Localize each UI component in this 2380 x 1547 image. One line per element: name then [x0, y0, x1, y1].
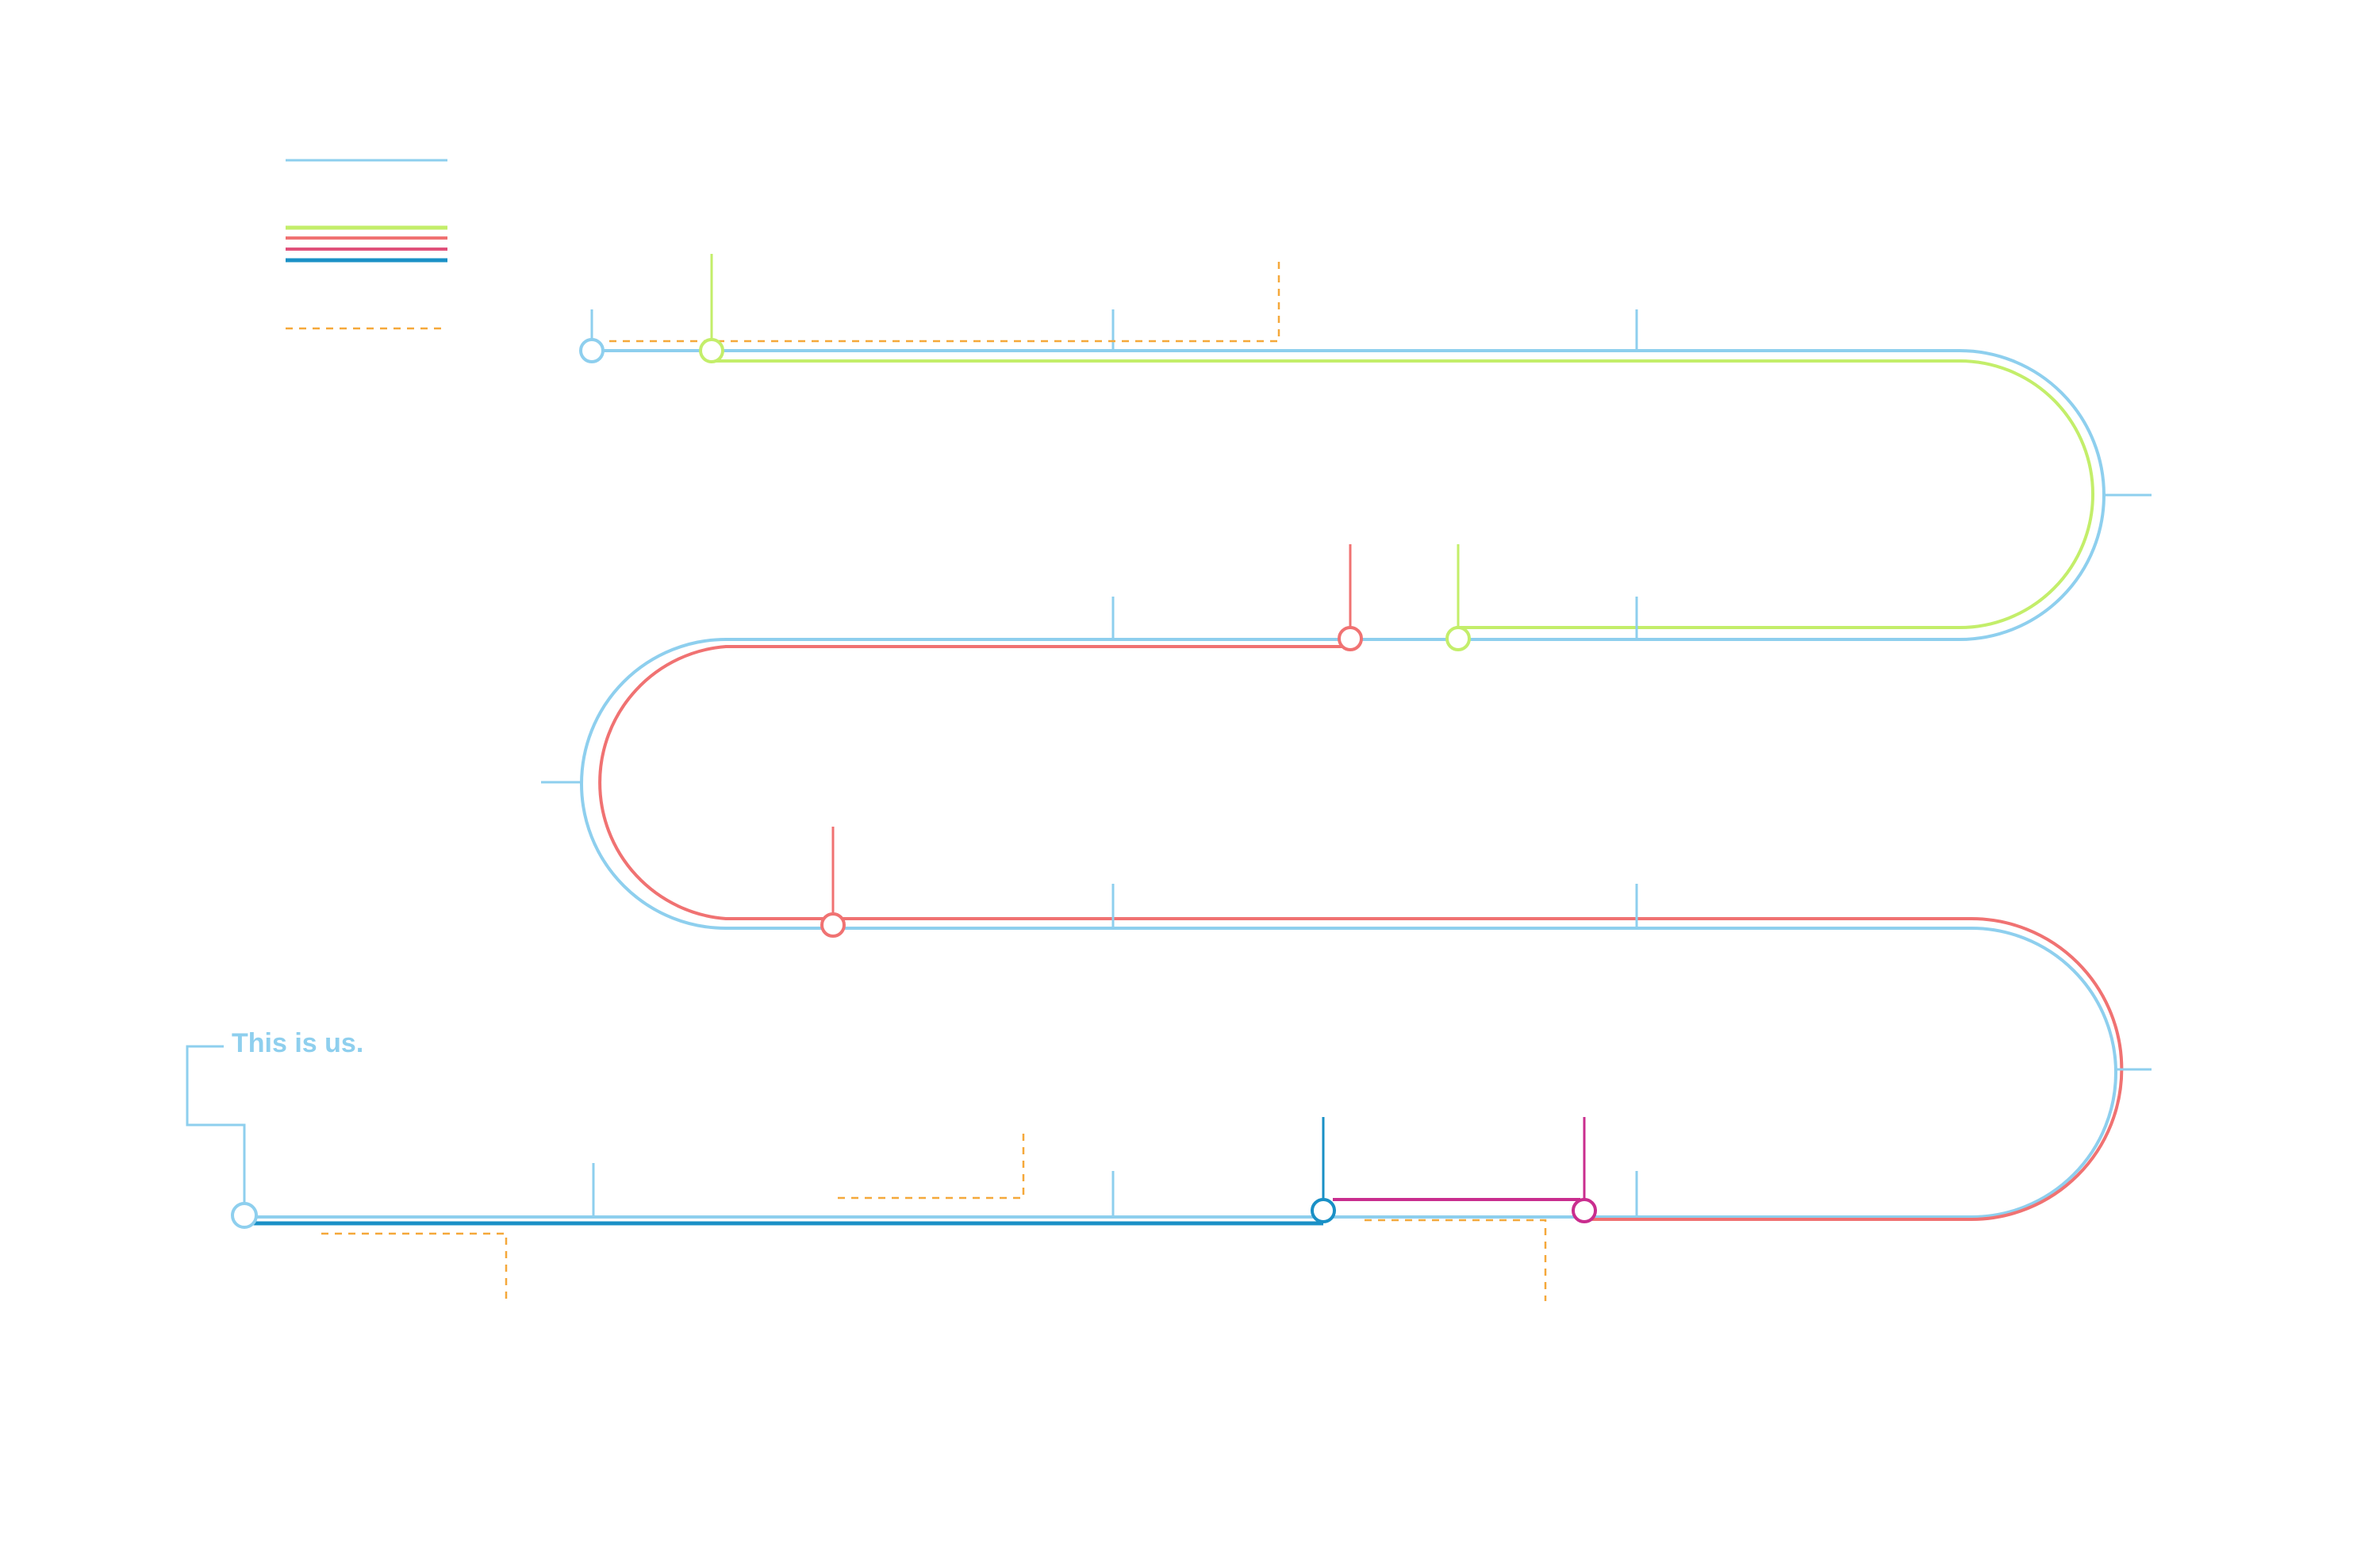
red-track — [598, 645, 2124, 1221]
nodes — [231, 338, 1597, 1229]
node-stems — [186, 254, 1586, 1206]
dashed-leader-top — [609, 258, 1280, 343]
stem-end-bottom — [186, 1045, 246, 1206]
dashed-annotations — [321, 258, 1547, 1301]
dashed-leader-bottom-mid — [838, 1133, 1025, 1200]
dashed-leader-bottom-right — [1365, 1219, 1547, 1301]
node-red-start[interactable] — [1338, 626, 1363, 651]
node-end-bottom[interactable] — [231, 1202, 258, 1229]
node-green-end[interactable] — [1445, 626, 1471, 651]
node-start-top[interactable] — [579, 338, 605, 363]
node-red-lower[interactable] — [820, 912, 846, 938]
track-ticks — [541, 309, 2152, 1215]
dashed-leader-bottom-left — [321, 1232, 508, 1301]
node-magenta-start[interactable] — [1572, 1198, 1597, 1223]
caption-label: This is us. — [232, 1028, 363, 1058]
green-track — [710, 359, 2094, 629]
legend — [286, 159, 447, 330]
node-blue-start[interactable] — [1311, 1198, 1336, 1223]
main-track — [244, 349, 2117, 1219]
node-green-start[interactable] — [699, 338, 724, 363]
